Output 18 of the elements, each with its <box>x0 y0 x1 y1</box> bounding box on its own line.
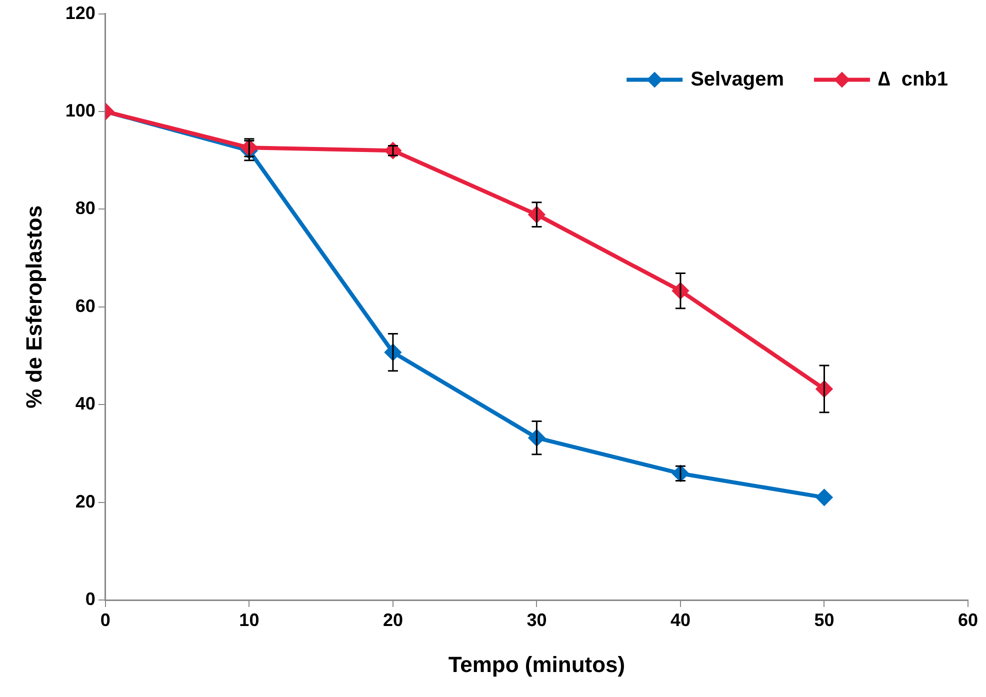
x-tick-label: 50 <box>814 610 834 630</box>
y-tick-label: 120 <box>65 2 96 23</box>
x-tick-label: 20 <box>382 610 403 630</box>
x-tick-label: 30 <box>526 610 547 630</box>
legend-label: Selvagem <box>690 68 784 90</box>
y-tick-label: 40 <box>75 394 96 414</box>
x-tick-label: 40 <box>670 610 690 630</box>
x-axis-title: Tempo (minutos) <box>448 652 626 677</box>
y-tick-label: 20 <box>75 491 96 512</box>
x-tick-label: 0 <box>100 610 110 630</box>
legend-label: ∆ cnb1 <box>878 68 948 90</box>
y-tick-label: 80 <box>75 198 96 218</box>
x-tick-label: 10 <box>239 610 260 630</box>
y-tick-label: 0 <box>85 588 96 609</box>
x-tick-label: 60 <box>958 610 978 630</box>
y-axis-title: % de Esferoplastos <box>21 205 46 408</box>
y-tick-label: 60 <box>75 296 96 316</box>
y-tick-label: 100 <box>65 100 96 120</box>
